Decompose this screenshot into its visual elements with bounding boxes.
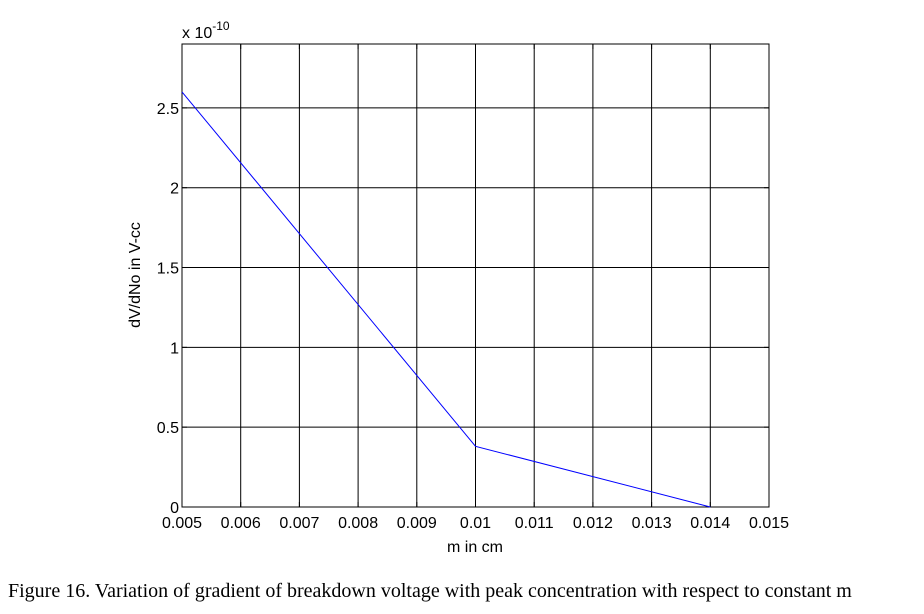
x-tick-label: 0.005 xyxy=(162,515,202,532)
series-line xyxy=(181,91,711,508)
y-tick-label: 0.5 xyxy=(157,420,179,437)
x-tick-label: 0.008 xyxy=(338,515,378,532)
y-axis-label: dV/dNo in V-cc xyxy=(127,222,144,328)
y-exponent-power: -10 xyxy=(212,19,230,33)
series-layer xyxy=(181,91,711,508)
x-tick-label: 0.009 xyxy=(397,515,437,532)
x-axis-label: m in cm xyxy=(447,539,503,556)
x-tick-label: 0.007 xyxy=(279,515,319,532)
x-tick-label: 0.015 xyxy=(749,515,789,532)
y-tick-label: 2 xyxy=(170,181,179,198)
plot-area-frame xyxy=(181,43,770,508)
y-exponent-label: x 10-10 xyxy=(182,19,230,42)
x-tick-label: 0.014 xyxy=(690,515,730,532)
x-tick-labels: 0.005 0.006 0.007 0.008 0.009 0.01 0.011 0.012 0… xyxy=(162,515,789,532)
y-tick-label: 0 xyxy=(170,500,179,517)
grid-lines xyxy=(181,44,770,508)
x-tick-label: 0.012 xyxy=(573,515,613,532)
x-tick-label: 0.006 xyxy=(221,515,261,532)
y-tick-labels: 0 0.5 1 1.5 2 2.5 xyxy=(157,101,179,517)
y-tick-label: 1 xyxy=(170,340,179,357)
x-tick-label: 0.013 xyxy=(632,515,672,532)
y-tick-label: 1.5 xyxy=(157,261,179,278)
x-tick-label: 0.01 xyxy=(460,515,491,532)
x-tick-label: 0.011 xyxy=(515,515,554,532)
figure-caption: Figure 16. Variation of gradient of brea… xyxy=(8,580,852,602)
y-exponent-base: x 10 xyxy=(182,25,212,42)
y-tick-label: 2.5 xyxy=(157,101,179,118)
